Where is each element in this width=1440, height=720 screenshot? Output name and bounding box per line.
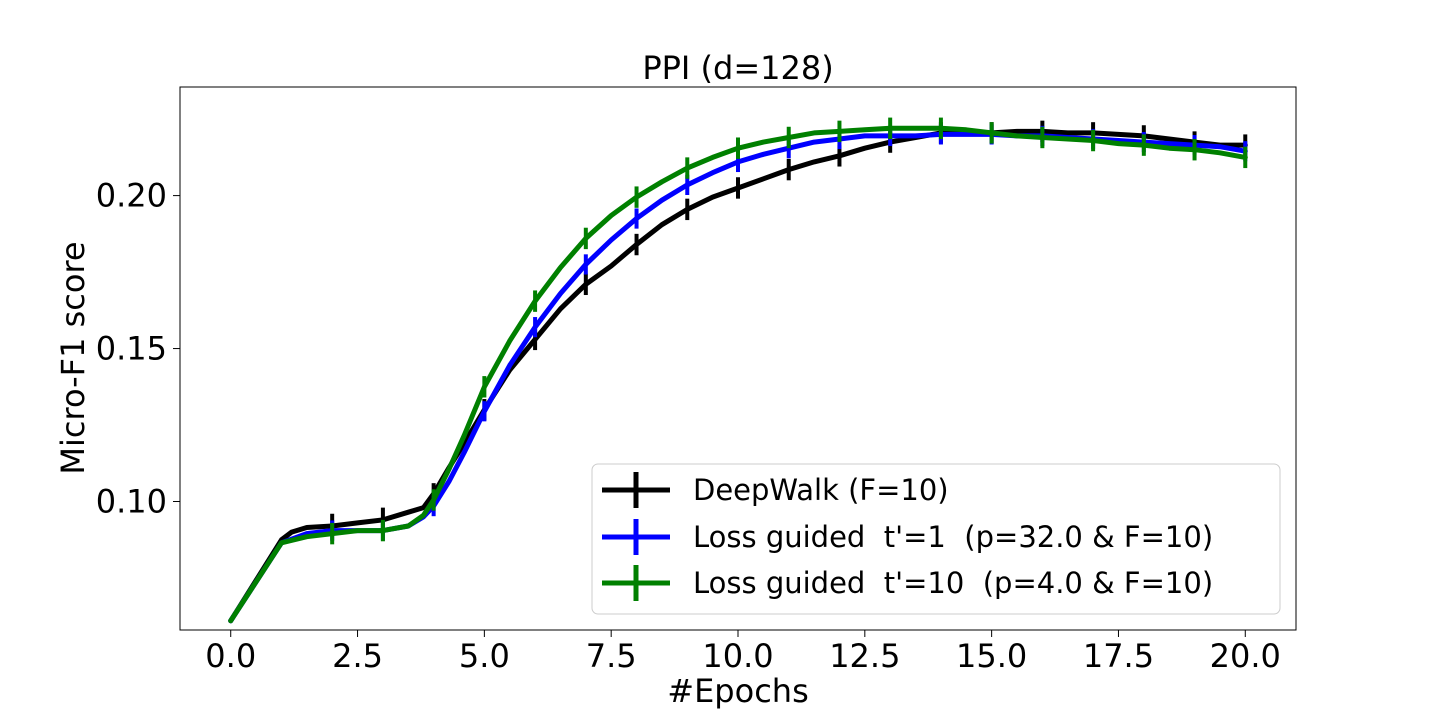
x-tick-label: 20.0 [1210, 637, 1281, 675]
legend-label-deepwalk: DeepWalk (F=10) [693, 473, 949, 507]
legend-entry-deepwalk: DeepWalk (F=10) [602, 472, 949, 508]
x-tick-label: 17.5 [1083, 637, 1154, 675]
legend-frame [591, 463, 1281, 615]
x-tick-label: 10.0 [702, 637, 773, 675]
series-line-loss-guided-t10 [228, 125, 1248, 624]
legend-label-loss-guided-t1: Loss guided t'=1 (p=32.0 & F=10) [693, 520, 1213, 554]
series-layer [228, 117, 1248, 624]
y-tick-label: 0.20 [96, 177, 167, 215]
x-tick-label: 5.0 [459, 637, 510, 675]
legend-entry-loss-guided-t1: Loss guided t'=1 (p=32.0 & F=10) [602, 519, 1213, 555]
series-line-deepwalk [228, 128, 1248, 624]
y-axis: 0.10 0.15 0.20 [96, 177, 180, 521]
y-tick-label: 0.10 [96, 483, 167, 521]
legend-label-loss-guided-t10: Loss guided t'=10 (p=4.0 & F=10) [693, 566, 1213, 600]
legend-entry-loss-guided-t10: Loss guided t'=10 (p=4.0 & F=10) [602, 565, 1213, 601]
x-tick-label: 2.5 [332, 637, 383, 675]
x-tick-label: 15.0 [956, 637, 1027, 675]
x-axis: 0.0 2.5 5.0 7.5 10.0 12.5 15.0 17.5 20.0 [205, 630, 1281, 675]
x-tick-label: 12.5 [829, 637, 900, 675]
x-tick-label: 0.0 [205, 637, 256, 675]
plot-area [179, 86, 1297, 631]
y-tick-label: 0.15 [96, 330, 167, 368]
x-tick-label: 7.5 [586, 637, 637, 675]
legend: DeepWalk (F=10) Loss guided t'=1 (p=32.0… [591, 463, 1281, 615]
y-axis-label: Micro-F1 score [54, 241, 92, 474]
x-axis-label: #Epochs [667, 672, 808, 710]
chart-title: PPI (d=128) [642, 49, 833, 87]
